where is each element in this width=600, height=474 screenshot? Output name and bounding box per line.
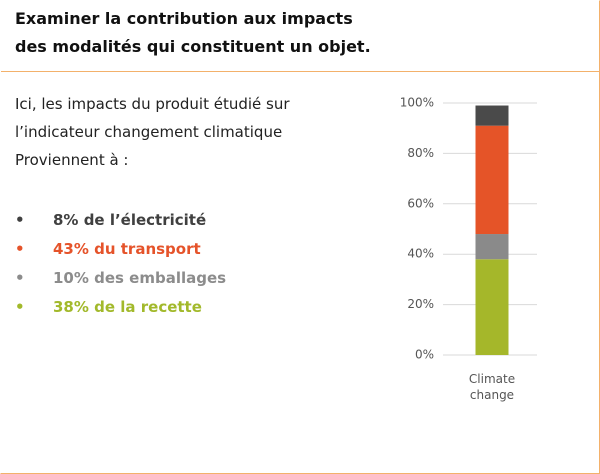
y-tick-label: 80% xyxy=(407,146,434,160)
bullet-text: 10% des emballages xyxy=(53,269,227,287)
bar-segment xyxy=(475,259,509,355)
x-tick-label: Climate change xyxy=(468,372,516,402)
bullet-item: • 38% de la recette xyxy=(15,298,202,316)
intro-line: Ici, les impacts du produit étudié sur xyxy=(15,95,290,113)
bullet-text: 8% de l’électricité xyxy=(53,211,207,229)
bullet-marker: • xyxy=(15,240,25,258)
bar-segment xyxy=(475,125,509,235)
heading-line: des modalités qui constituent un objet. xyxy=(15,37,371,56)
bullet-item: • 8% de l’électricité xyxy=(15,211,206,229)
intro-line: Proviennent à : xyxy=(15,151,129,169)
bullet-item: • 43% du transport xyxy=(15,240,201,258)
bullet-text: 43% du transport xyxy=(53,240,201,258)
y-tick-label: 20% xyxy=(407,297,434,311)
bullet-marker: • xyxy=(15,269,25,287)
heading-line: Examiner la contribution aux impacts xyxy=(15,9,353,28)
y-tick-label: 40% xyxy=(407,247,434,261)
bullet-text: 38% de la recette xyxy=(53,298,202,316)
y-tick-label: 60% xyxy=(407,196,434,210)
intro-line: l’indicateur changement climatique xyxy=(15,123,283,141)
y-tick-label: 0% xyxy=(415,348,434,362)
bar-segment xyxy=(475,105,509,126)
bullet-marker: • xyxy=(15,211,25,229)
bullet-marker: • xyxy=(15,298,25,316)
bar-segment xyxy=(475,234,509,260)
bullet-item: • 10% des emballages xyxy=(15,269,226,287)
y-tick-label: 100% xyxy=(400,96,434,110)
header: Examiner la contribution aux impacts des … xyxy=(1,1,599,72)
